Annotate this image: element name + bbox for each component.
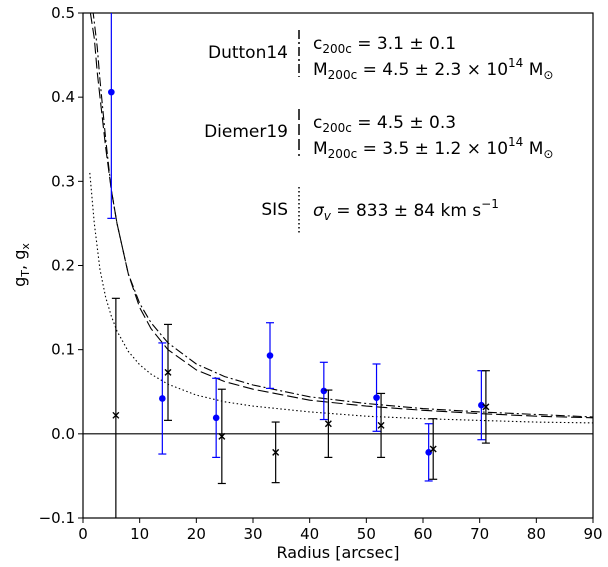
y-tick-label: 0.2 xyxy=(51,257,75,275)
legend-model-name: SIS xyxy=(261,200,288,220)
gx-point xyxy=(481,370,490,444)
x-tick-label: 10 xyxy=(130,525,149,543)
eq-unit: M xyxy=(523,139,543,159)
marker-circle xyxy=(266,352,274,359)
gt-point xyxy=(158,342,167,455)
x-tick-label: 0 xyxy=(78,525,88,543)
eq-symbol: M xyxy=(313,139,328,159)
plot-frame xyxy=(82,12,594,519)
marker-x xyxy=(164,368,172,376)
eq-value: = 833 ± 84 km s xyxy=(331,201,481,221)
legend-equation-line2: M200c = 3.5 ± 1.2 × 1014 M⊙ xyxy=(313,135,553,161)
y-axis-label-sub-x: x xyxy=(19,243,32,250)
marker-x xyxy=(482,403,490,411)
data-points xyxy=(107,13,490,518)
eq-symbol: c xyxy=(313,34,322,54)
x-tick-label: 50 xyxy=(357,525,376,543)
gx-point xyxy=(324,389,333,458)
legend-model-name: Diemer19 xyxy=(204,122,288,142)
eq-value: = 4.5 ± 0.3 xyxy=(352,113,456,133)
eq-subscript: 200c xyxy=(322,42,352,56)
marker-x xyxy=(324,420,332,428)
x-tick-label: 90 xyxy=(583,525,602,543)
y-tick-label: 0.4 xyxy=(51,88,75,106)
gt-point xyxy=(212,377,221,458)
y-axis-label-g: g xyxy=(10,277,29,287)
y-tick-label: 0.5 xyxy=(51,4,75,22)
y-axis-label-sub-t: T xyxy=(19,270,32,278)
legend-model-name: Dutton14 xyxy=(208,43,288,63)
marker-circle xyxy=(108,88,115,96)
eq-subscript: v xyxy=(324,209,332,223)
eq-unit-subscript: ⊙ xyxy=(543,68,553,82)
eq-value: = 3.1 ± 0.1 xyxy=(352,34,456,54)
eq-superscript: −1 xyxy=(481,197,499,211)
marker-circle xyxy=(212,414,220,422)
marker-x xyxy=(218,432,226,440)
x-axis-label: Radius [arcsec] xyxy=(276,543,399,562)
gt-point xyxy=(424,423,433,482)
eq-value: = 4.5 ± 2.3 × 10 xyxy=(357,60,508,80)
legend-entry-sis: SIS σv = 833 ± 84 km s−1 xyxy=(261,187,499,234)
legend-equation-line1: c200c = 4.5 ± 0.3 xyxy=(313,113,456,135)
gx-point xyxy=(429,418,438,480)
eq-subscript: 200c xyxy=(322,121,352,135)
gx-point xyxy=(164,323,172,421)
curve-dutton14 xyxy=(89,13,593,418)
gt-point xyxy=(319,361,328,421)
legend-equation-line2: M200c = 4.5 ± 2.3 × 1014 M⊙ xyxy=(313,56,553,82)
eq-superscript: 14 xyxy=(508,56,523,70)
eq-subscript: 200c xyxy=(328,68,358,82)
plot-area xyxy=(82,12,594,519)
x-tick-label: 30 xyxy=(243,525,262,543)
marker-circle xyxy=(425,449,432,456)
marker-circle xyxy=(320,387,328,395)
gt-point xyxy=(107,13,116,219)
gt-point xyxy=(372,363,381,432)
gt-point xyxy=(266,322,274,389)
x-tick-label: 40 xyxy=(300,525,319,543)
marker-x xyxy=(112,411,120,419)
curve-diemer19 xyxy=(89,13,593,419)
marker-x xyxy=(377,421,385,429)
eq-value: = 3.5 ± 1.2 × 10 xyxy=(357,139,508,159)
x-axis: 0 10 20 30 40 50 60 70 80 90 xyxy=(78,518,603,543)
y-axis-label: gT, gx xyxy=(10,243,32,287)
eq-unit-subscript: ⊙ xyxy=(543,147,553,161)
marker-x xyxy=(272,448,280,456)
eq-unit: M xyxy=(523,60,543,80)
x-tick-label: 20 xyxy=(187,525,206,543)
marker-circle xyxy=(373,394,380,401)
eq-superscript: 14 xyxy=(508,135,523,149)
y-tick-label: 0.1 xyxy=(51,341,75,359)
y-axis-label-sep: , g xyxy=(10,250,29,270)
legend-equation-line1: c200c = 3.1 ± 0.1 xyxy=(313,34,456,56)
y-tick-label: 0.3 xyxy=(51,172,75,190)
x-tick-label: 70 xyxy=(470,525,489,543)
x-tick-label: 60 xyxy=(413,525,432,543)
gx-point xyxy=(217,388,226,485)
x-tick-label: 80 xyxy=(527,525,546,543)
gx-point xyxy=(377,392,386,458)
marker-circle xyxy=(159,395,166,402)
y-tick-label: −0.1 xyxy=(39,509,75,527)
eq-symbol: σ xyxy=(313,201,325,221)
gx-point xyxy=(111,297,120,518)
y-tick-label: 0.0 xyxy=(51,425,75,443)
eq-subscript: 200c xyxy=(328,147,358,161)
marker-circle xyxy=(478,401,485,409)
gx-point xyxy=(271,421,280,484)
legend-equation-line1: σv = 833 ± 84 km s−1 xyxy=(313,197,499,223)
eq-symbol: M xyxy=(313,60,328,80)
marker-x xyxy=(429,445,437,453)
y-axis: −0.1 0.0 0.1 0.2 0.3 0.4 0.5 xyxy=(39,4,83,527)
eq-symbol: c xyxy=(313,113,322,133)
